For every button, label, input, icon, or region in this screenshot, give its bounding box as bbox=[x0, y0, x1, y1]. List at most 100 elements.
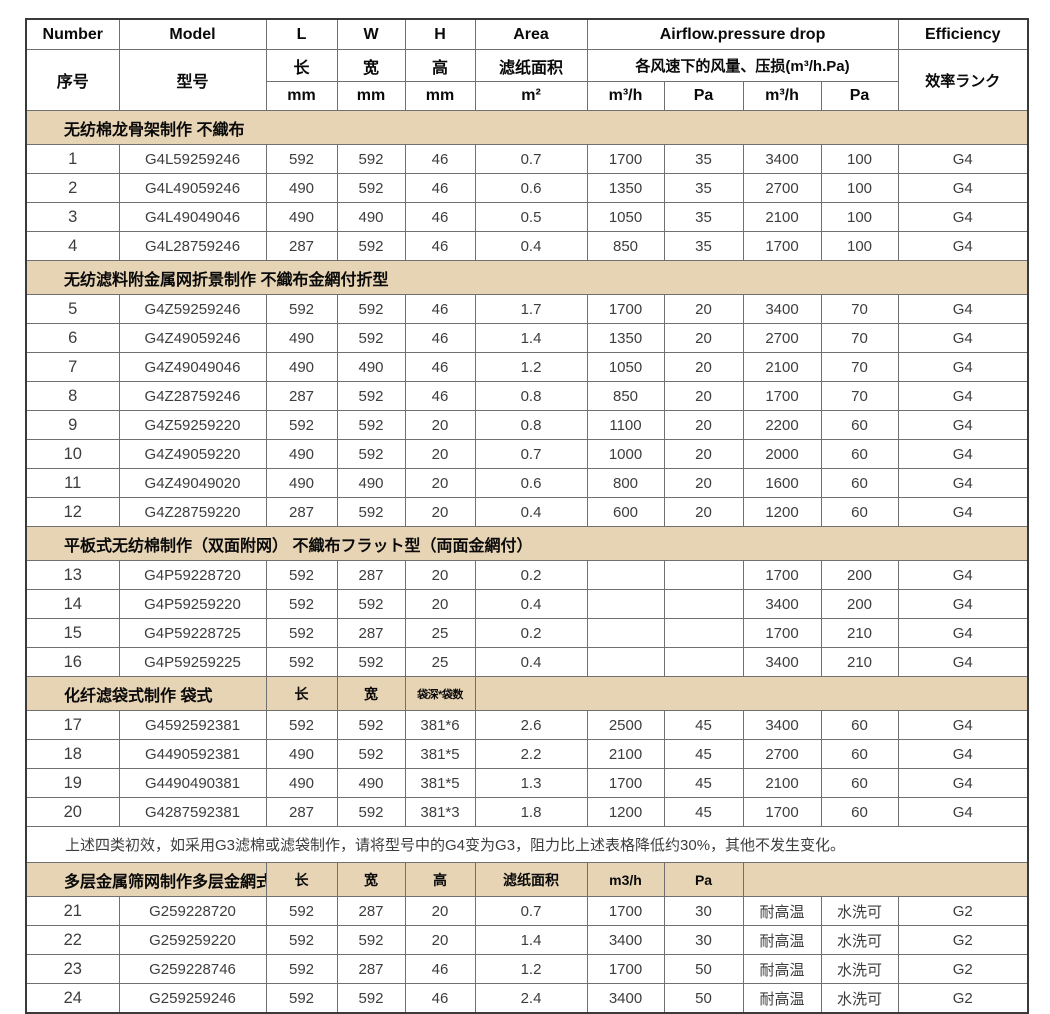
cell: 2100 bbox=[742, 352, 822, 382]
cell: 18 bbox=[25, 739, 120, 769]
cell: 20 bbox=[404, 410, 476, 440]
cell: 490 bbox=[336, 768, 406, 798]
table-row: 3 G4L49049046 490 490 46 0.5 1050 35 2100 100 G4 bbox=[25, 202, 1029, 232]
cell: 592 bbox=[336, 647, 406, 677]
cell: 100 bbox=[820, 173, 899, 203]
cell: G4L49049046 bbox=[118, 202, 267, 232]
col-header-l: L bbox=[265, 18, 338, 50]
cell: G4 bbox=[897, 173, 1029, 203]
cell: 70 bbox=[820, 381, 899, 411]
cell: 30 bbox=[663, 896, 744, 926]
cell: 490 bbox=[265, 173, 338, 203]
cell: 800 bbox=[586, 468, 665, 498]
cell: G4P59259225 bbox=[118, 647, 267, 677]
cell: 592 bbox=[336, 925, 406, 955]
cell: G4 bbox=[897, 710, 1029, 740]
section-title: 无纺棉龙骨架制作 不織布 bbox=[25, 110, 1029, 145]
cell: G4 bbox=[897, 410, 1029, 440]
cell: 0.4 bbox=[474, 231, 588, 261]
cell: 0.8 bbox=[474, 410, 588, 440]
cell: 2.4 bbox=[474, 983, 588, 1014]
cell: 20 bbox=[663, 352, 744, 382]
cell: 耐高温 bbox=[742, 925, 822, 955]
cell: G4 bbox=[897, 560, 1029, 590]
col-header-model-cn: 型号 bbox=[118, 49, 267, 111]
cell: 490 bbox=[265, 352, 338, 382]
cell: 100 bbox=[820, 202, 899, 232]
cell: 60 bbox=[820, 797, 899, 827]
cell: 20 bbox=[404, 439, 476, 469]
cell: 25 bbox=[404, 618, 476, 648]
cell: 3400 bbox=[586, 925, 665, 955]
cell: 1700 bbox=[586, 954, 665, 984]
table-body: 无纺棉龙骨架制作 不織布 1 G4L59259246 592 592 46 0.7 1700 3… bbox=[25, 110, 1029, 1014]
cell: 35 bbox=[663, 173, 744, 203]
cell bbox=[663, 560, 744, 590]
cell: 2100 bbox=[742, 202, 822, 232]
cell: 0.8 bbox=[474, 381, 588, 411]
cell: 1.4 bbox=[474, 925, 588, 955]
cell: 70 bbox=[820, 294, 899, 324]
cell: 592 bbox=[336, 589, 406, 619]
cell: 1.2 bbox=[474, 954, 588, 984]
cell: G4 bbox=[897, 797, 1029, 827]
cell: 22 bbox=[25, 925, 120, 955]
col-header-area: Area bbox=[474, 18, 588, 50]
cell: 70 bbox=[820, 323, 899, 353]
cell: 耐高温 bbox=[742, 983, 822, 1014]
cell: 35 bbox=[663, 144, 744, 174]
cell: 1700 bbox=[742, 560, 822, 590]
table-row: 15 G4P59228725 592 287 25 0.2 1700 210 G4 bbox=[25, 618, 1029, 648]
cell: 9 bbox=[25, 410, 120, 440]
cell: 1000 bbox=[586, 439, 665, 469]
cell: 20 bbox=[663, 323, 744, 353]
cell: 287 bbox=[336, 896, 406, 926]
cell: 耐高温 bbox=[742, 954, 822, 984]
cell: 2200 bbox=[742, 410, 822, 440]
section-title: 平板式无纺棉制作（双面附网） 不織布フラット型（両面金網付） bbox=[25, 526, 1029, 561]
cell: G4 bbox=[897, 768, 1029, 798]
cell: G259228746 bbox=[118, 954, 267, 984]
section-col-header: 宽 bbox=[336, 676, 406, 711]
table-row: 11 G4Z49049020 490 490 20 0.6 800 20 1600 60 G4 bbox=[25, 468, 1029, 498]
cell: G4P59259220 bbox=[118, 589, 267, 619]
unit-l: mm bbox=[265, 81, 338, 111]
table-row: 8 G4Z28759246 287 592 46 0.8 850 20 1700 70 G4 bbox=[25, 381, 1029, 411]
cell: 592 bbox=[336, 231, 406, 261]
cell: 592 bbox=[265, 925, 338, 955]
table-row: 10 G4Z49059220 490 592 20 0.7 1000 20 2000 60 G4 bbox=[25, 439, 1029, 469]
cell: 200 bbox=[820, 589, 899, 619]
cell: 490 bbox=[336, 202, 406, 232]
cell: 70 bbox=[820, 352, 899, 382]
table-row: 21 G259228720 592 287 20 0.7 1700 30 耐高温 水洗可 G2 bbox=[25, 896, 1029, 926]
cell: 30 bbox=[663, 925, 744, 955]
col-header-airflow-cn: 各风速下的风量、压损(m³/h.Pa) bbox=[586, 49, 899, 82]
cell: 592 bbox=[336, 497, 406, 527]
cell: 2700 bbox=[742, 323, 822, 353]
cell: 12 bbox=[25, 497, 120, 527]
cell: G4 bbox=[897, 202, 1029, 232]
cell: 3400 bbox=[742, 710, 822, 740]
section-band-row: 无纺滤料附金属网折景制作 不織布金網付折型 bbox=[25, 260, 1029, 295]
cell: 1350 bbox=[586, 173, 665, 203]
cell: 0.7 bbox=[474, 896, 588, 926]
cell: 13 bbox=[25, 560, 120, 590]
cell: G4 bbox=[897, 439, 1029, 469]
cell: 60 bbox=[820, 410, 899, 440]
cell: 287 bbox=[336, 560, 406, 590]
cell bbox=[586, 589, 665, 619]
cell: 50 bbox=[663, 983, 744, 1014]
cell: 1700 bbox=[742, 231, 822, 261]
filter-spec-table: Number Model L W H Area Airflow.pressure… bbox=[25, 18, 1030, 1014]
cell: 1.2 bbox=[474, 352, 588, 382]
cell: 592 bbox=[336, 739, 406, 769]
cell: 1.7 bbox=[474, 294, 588, 324]
cell: G4P59228720 bbox=[118, 560, 267, 590]
cell: G2 bbox=[897, 925, 1029, 955]
cell: 35 bbox=[663, 202, 744, 232]
cell: 水洗可 bbox=[820, 925, 899, 955]
cell: 水洗可 bbox=[820, 983, 899, 1014]
cell: G4Z59259220 bbox=[118, 410, 267, 440]
col-header-h-cn: 高 bbox=[404, 49, 476, 82]
cell: 60 bbox=[820, 468, 899, 498]
